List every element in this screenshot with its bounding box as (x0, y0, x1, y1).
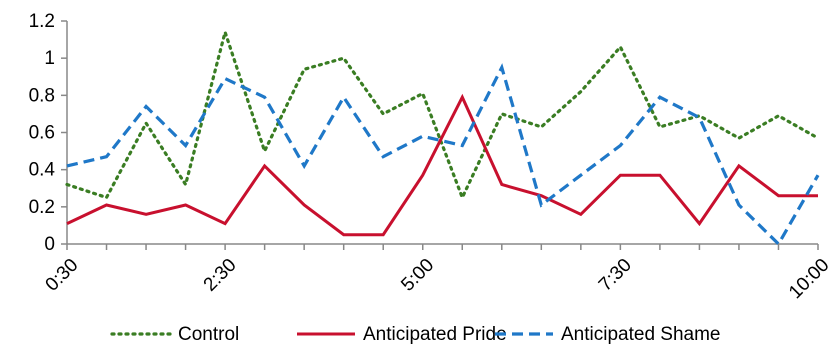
y-tick-label: 1 (44, 48, 55, 69)
series-line-anticipated-shame (66, 63, 820, 247)
y-tick-label: 0.2 (29, 197, 55, 218)
y-axis-ticks: 0 0.2 0.4 0.6 0.8 1 1.2 (29, 11, 67, 255)
x-tick-label: 0:30 (42, 255, 83, 296)
series-line-anticipated-pride (66, 93, 818, 237)
legend-label-anticipated-shame: Anticipated Shame (561, 324, 721, 345)
legend-label-control: Control (178, 324, 239, 345)
chart-legend: Control Anticipated Pride Anticipated Sham… (110, 324, 721, 345)
series-line-control (65, 26, 820, 202)
chart-axes (66, 21, 818, 245)
x-tick-label: 7:30 (595, 255, 636, 296)
y-tick-label: 0 (44, 234, 55, 255)
y-tick-label: 1.2 (29, 11, 55, 32)
chart-series (65, 26, 820, 247)
x-tick-label: 10:00 (785, 255, 833, 303)
y-tick-label: 0.6 (29, 123, 55, 144)
x-axis-ticks: 0:30 2:30 5:00 7:30 10:00 (42, 244, 834, 303)
legend-label-anticipated-pride: Anticipated Pride (363, 324, 507, 345)
y-tick-label: 0.8 (29, 85, 55, 106)
x-tick-label: 5:00 (397, 255, 438, 296)
y-tick-label: 0.4 (29, 160, 56, 181)
x-tick-label: 2:30 (200, 255, 241, 296)
